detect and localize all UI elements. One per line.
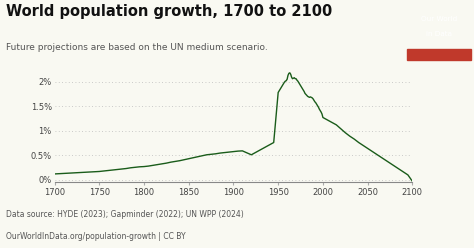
- Text: OurWorldInData.org/population-growth | CC BY: OurWorldInData.org/population-growth | C…: [6, 232, 185, 241]
- Text: Future projections are based on the UN medium scenario.: Future projections are based on the UN m…: [6, 43, 267, 52]
- Text: Our World: Our World: [420, 16, 457, 22]
- Text: Data source: HYDE (2023); Gapminder (2022); UN WPP (2024): Data source: HYDE (2023); Gapminder (202…: [6, 210, 244, 218]
- Bar: [407, 50, 471, 60]
- Text: World population growth, 1700 to 2100: World population growth, 1700 to 2100: [6, 4, 332, 19]
- Text: in Data: in Data: [426, 31, 452, 37]
